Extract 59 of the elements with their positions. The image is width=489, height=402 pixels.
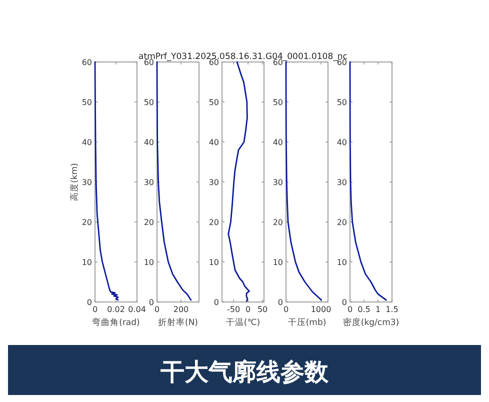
y-tick-label: 40 — [272, 138, 283, 147]
line-series — [94, 61, 119, 301]
y-tick-label: 60 — [208, 58, 219, 67]
y-tick-label: 40 — [336, 138, 347, 147]
y-tick-label: 20 — [82, 218, 92, 227]
x-tick-label: 0.5 — [358, 305, 370, 314]
x-axis-title: 弯曲角(rad) — [92, 317, 140, 328]
y-tick-label: 30 — [208, 178, 219, 187]
y-tick-label: 50 — [272, 98, 283, 107]
y-tick-label: 0 — [214, 298, 219, 307]
x-tick-label: 0 — [347, 305, 353, 314]
x-tick-label: 0 — [283, 305, 289, 314]
x-tick-label: 0 — [92, 305, 98, 314]
x-tick-label: 0.02 — [107, 305, 125, 314]
x-axis-title: 干压(mb) — [288, 318, 326, 328]
x-tick-label: 0 — [246, 305, 251, 314]
x-tick-label: -50 — [227, 305, 240, 314]
x-tick-label: 200 — [173, 305, 189, 314]
y-tick-label: 40 — [82, 138, 92, 147]
x-axis-title: 密度(kg/cm3) — [342, 317, 400, 328]
y-tick-label: 0 — [86, 298, 92, 307]
y-tick-label: 10 — [82, 258, 92, 267]
y-tick-label: 20 — [336, 218, 347, 227]
y-tick-label: 60 — [82, 58, 92, 67]
y-tick-label: 20 — [272, 218, 283, 227]
y-tick-label: 20 — [144, 218, 154, 227]
x-tick-label: 0.04 — [128, 305, 146, 314]
y-tick-label: 10 — [144, 258, 154, 267]
y-tick-label: 50 — [336, 98, 347, 107]
y-tick-label: 40 — [144, 138, 154, 147]
y-tick-label: 50 — [208, 98, 219, 107]
y-tick-label: 10 — [336, 258, 347, 267]
x-tick-label: 1000 — [310, 305, 332, 314]
line-series — [228, 61, 250, 302]
x-tick-label: 1 — [375, 305, 381, 314]
y-tick-label: 30 — [336, 178, 347, 187]
y-tick-label: 50 — [82, 98, 92, 107]
y-tick-label: 30 — [272, 178, 283, 187]
y-axis-title: 高度(km) — [69, 163, 80, 201]
x-tick-label: 50 — [257, 305, 268, 314]
line-series — [285, 61, 322, 301]
y-tick-label: 10 — [272, 258, 283, 267]
y-tick-label: 0 — [148, 298, 154, 307]
line-series — [349, 61, 387, 301]
y-tick-label: 40 — [208, 138, 219, 147]
y-tick-label: 10 — [208, 258, 219, 267]
y-tick-label: 20 — [208, 218, 219, 227]
y-tick-label: 0 — [342, 298, 347, 307]
y-tick-label: 30 — [144, 178, 154, 187]
x-axis-title: 干温(℃) — [226, 317, 260, 328]
text: 干大气廓线参数 — [160, 358, 330, 386]
line-series — [156, 61, 192, 301]
x-tick-label: 0 — [154, 305, 160, 314]
y-tick-label: 0 — [278, 298, 283, 307]
y-tick-label: 50 — [144, 98, 154, 107]
x-tick-label: 1.5 — [386, 305, 398, 314]
x-axis-title: 折射率(N) — [158, 317, 198, 328]
y-tick-label: 60 — [144, 58, 154, 67]
y-tick-label: 30 — [82, 178, 92, 187]
